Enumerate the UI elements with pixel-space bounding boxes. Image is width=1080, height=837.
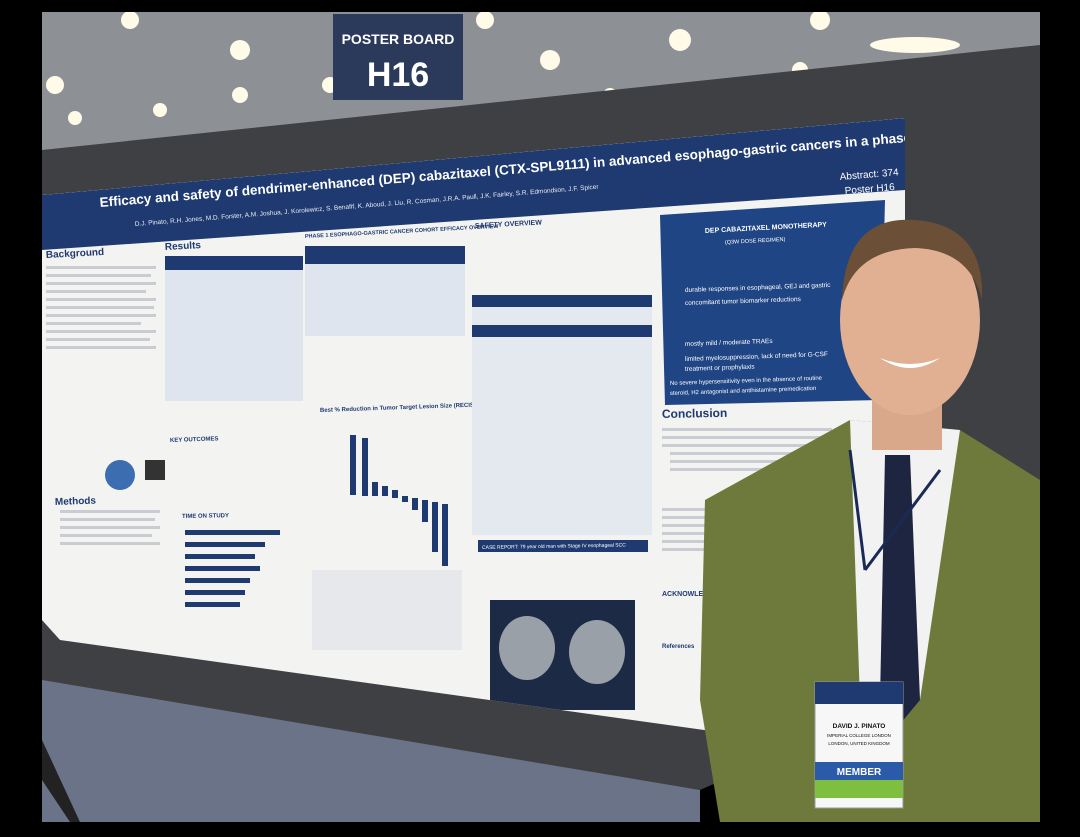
person: DAVID J. PINATO IMPERIAL COLLEGE LONDON … xyxy=(700,219,1040,822)
hair xyxy=(842,219,983,300)
lanyard xyxy=(863,469,942,571)
section-heading: KEY OUTCOMES xyxy=(170,436,219,444)
stand-leg xyxy=(42,740,80,822)
table-header xyxy=(165,256,303,270)
scene: POSTER BOARD H16 Efficacy and safety of … xyxy=(42,12,1040,822)
section-heading: Conclusion xyxy=(662,406,728,421)
case-title: CASE REPORT: 79 year old man with Stage … xyxy=(482,542,626,551)
section-heading: References xyxy=(662,644,695,650)
pie-icon xyxy=(105,460,135,490)
lanyard xyxy=(848,449,867,571)
smile xyxy=(880,358,940,368)
badge-header xyxy=(815,682,903,704)
badge-ribbon xyxy=(815,780,903,798)
badge-org: IMPERIAL COLLEGE LONDON xyxy=(827,733,891,738)
table-header xyxy=(472,325,652,337)
section-heading: SAFETY OVERVIEW xyxy=(475,219,543,230)
highlight-bullet: limited myelosuppression, lack of need f… xyxy=(685,351,828,363)
results-table xyxy=(165,256,303,401)
section-heading: Best % Reduction in Tumor Target Lesion … xyxy=(320,402,490,414)
badge-type-band xyxy=(815,762,903,780)
ct-scan xyxy=(569,620,625,684)
sign-label: POSTER BOARD xyxy=(342,31,455,47)
section-heading: Results xyxy=(165,240,202,253)
section-heading: Methods xyxy=(55,496,97,508)
highlight-bullet: mostly mild / moderate TRAEs xyxy=(685,338,774,348)
highlight-subtitle: (Q3W DOSE REGIMEN) xyxy=(725,237,786,246)
highlight-box xyxy=(660,200,885,405)
poster-header xyxy=(42,118,905,250)
badge-location: LONDON, UNITED KINGDOM xyxy=(828,741,890,746)
vial-icon xyxy=(145,460,165,480)
table-header xyxy=(472,295,652,307)
badge-name: DAVID J. PINATO xyxy=(833,723,886,730)
swimmer-bars xyxy=(185,530,280,607)
section-heading: Background xyxy=(46,247,105,261)
ct-scan xyxy=(499,616,555,680)
poster-board: Poster H16 xyxy=(844,182,895,197)
waterfall-bars xyxy=(350,435,448,566)
section-heading: ACKNOWLEDGEMENTS xyxy=(662,591,743,598)
sign-number: H16 xyxy=(367,56,429,94)
outcome-grid xyxy=(312,570,462,650)
sign xyxy=(333,14,463,100)
ceiling-lights xyxy=(46,12,960,125)
highlight-bullet: steroid, H2 antagonist and antihistamine… xyxy=(670,386,817,397)
section-heading: TIME ON STUDY xyxy=(182,513,229,520)
body-text xyxy=(46,266,160,545)
badge-type: MEMBER xyxy=(837,767,882,778)
highlight-bullet: concomitant tumor biomarker reductions xyxy=(685,296,802,307)
poster-content: Efficacy and safety of dendrimer-enhance… xyxy=(42,118,905,710)
face xyxy=(840,225,980,415)
table-header xyxy=(305,246,465,264)
highlight-bullet: treatment or prophylaxis xyxy=(685,364,756,373)
highlight-bullet: No severe hypersensitivity even in the a… xyxy=(670,376,823,387)
carpet xyxy=(42,680,700,822)
poster-abstract: Abstract: 374 xyxy=(839,167,899,183)
case-header xyxy=(478,540,648,552)
